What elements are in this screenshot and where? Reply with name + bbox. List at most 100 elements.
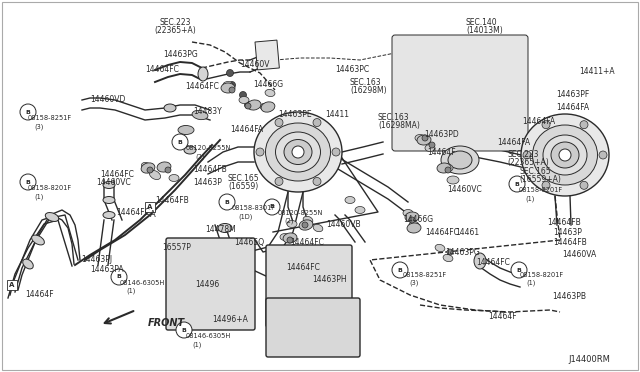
- Text: 14464FC: 14464FC: [286, 263, 320, 272]
- Text: 14463PG: 14463PG: [445, 248, 480, 257]
- Ellipse shape: [169, 174, 179, 182]
- Text: B: B: [177, 140, 182, 144]
- Circle shape: [147, 167, 153, 173]
- Text: 08120-8255N: 08120-8255N: [278, 210, 323, 216]
- Text: 14464FB: 14464FB: [155, 196, 189, 205]
- Text: 14496: 14496: [195, 280, 220, 289]
- Ellipse shape: [141, 163, 155, 173]
- Text: 08158-8251F: 08158-8251F: [403, 272, 447, 278]
- Text: B: B: [269, 205, 275, 209]
- Ellipse shape: [474, 253, 486, 269]
- Text: (3): (3): [409, 280, 419, 286]
- Text: 08146-6305H: 08146-6305H: [186, 333, 231, 339]
- Circle shape: [580, 181, 588, 189]
- Circle shape: [264, 199, 280, 215]
- Ellipse shape: [435, 244, 445, 251]
- Text: SEC.165: SEC.165: [228, 174, 260, 183]
- Text: 14465Q: 14465Q: [234, 238, 264, 247]
- Ellipse shape: [218, 224, 232, 232]
- Ellipse shape: [405, 212, 419, 222]
- Text: 14464FC: 14464FC: [476, 258, 510, 267]
- Ellipse shape: [303, 216, 313, 224]
- Text: 14463PG: 14463PG: [163, 50, 198, 59]
- Text: 14461: 14461: [455, 228, 479, 237]
- Text: 14460VB: 14460VB: [326, 220, 360, 229]
- Text: 14464FB: 14464FB: [553, 238, 587, 247]
- Text: 14463PB: 14463PB: [552, 292, 586, 301]
- Text: B: B: [26, 109, 31, 115]
- Ellipse shape: [551, 142, 579, 168]
- Text: 14464FC: 14464FC: [185, 82, 219, 91]
- Ellipse shape: [103, 182, 115, 189]
- Circle shape: [275, 177, 283, 186]
- Text: B: B: [182, 327, 186, 333]
- Ellipse shape: [287, 221, 297, 228]
- Text: 14460VC: 14460VC: [447, 185, 482, 194]
- Circle shape: [542, 121, 550, 129]
- Text: 14463PA: 14463PA: [90, 265, 124, 274]
- Text: 08158-8251F: 08158-8251F: [28, 115, 72, 121]
- Circle shape: [409, 217, 415, 223]
- Ellipse shape: [275, 132, 321, 172]
- Ellipse shape: [178, 125, 194, 135]
- Text: A: A: [147, 204, 153, 210]
- Text: (16298MA): (16298MA): [378, 121, 420, 130]
- Text: 14460VA: 14460VA: [562, 250, 596, 259]
- Text: B: B: [516, 267, 522, 273]
- Circle shape: [332, 148, 340, 156]
- Text: SEC.163: SEC.163: [378, 113, 410, 122]
- Text: 14460V: 14460V: [240, 60, 269, 69]
- Text: (22365+A): (22365+A): [507, 158, 548, 167]
- Text: 14464FB: 14464FB: [547, 218, 580, 227]
- Text: 14464FC: 14464FC: [100, 170, 134, 179]
- Text: 14463PJ: 14463PJ: [81, 255, 112, 264]
- Text: (16559+A): (16559+A): [519, 175, 561, 184]
- Ellipse shape: [521, 114, 609, 196]
- Circle shape: [111, 269, 127, 285]
- Circle shape: [239, 92, 246, 99]
- Ellipse shape: [447, 176, 459, 184]
- Circle shape: [219, 194, 235, 210]
- Ellipse shape: [441, 164, 453, 172]
- Text: 14464F: 14464F: [25, 290, 54, 299]
- Ellipse shape: [239, 96, 249, 103]
- Ellipse shape: [160, 164, 170, 171]
- Text: (3): (3): [34, 123, 44, 129]
- Ellipse shape: [299, 220, 313, 230]
- Text: B: B: [397, 267, 403, 273]
- Ellipse shape: [31, 235, 44, 245]
- Text: (2): (2): [284, 218, 294, 224]
- Text: (16559): (16559): [228, 182, 259, 191]
- Ellipse shape: [23, 259, 33, 269]
- Ellipse shape: [355, 206, 365, 214]
- Text: 14463P: 14463P: [553, 228, 582, 237]
- Ellipse shape: [417, 135, 431, 145]
- Ellipse shape: [266, 123, 330, 181]
- Text: J14400RM: J14400RM: [568, 355, 610, 364]
- Circle shape: [302, 222, 308, 228]
- Text: 14460VC: 14460VC: [96, 178, 131, 187]
- Circle shape: [275, 119, 283, 126]
- Ellipse shape: [247, 100, 261, 110]
- Text: (1): (1): [526, 280, 536, 286]
- Ellipse shape: [313, 224, 323, 232]
- Circle shape: [244, 102, 252, 109]
- Circle shape: [313, 119, 321, 126]
- Ellipse shape: [45, 212, 59, 221]
- Circle shape: [256, 148, 264, 156]
- Ellipse shape: [103, 212, 115, 218]
- Circle shape: [245, 103, 251, 109]
- Ellipse shape: [149, 170, 161, 180]
- Text: (1): (1): [34, 193, 44, 199]
- Circle shape: [20, 104, 36, 120]
- Text: 08158-8201F: 08158-8201F: [28, 185, 72, 191]
- FancyBboxPatch shape: [266, 245, 352, 327]
- Circle shape: [509, 176, 525, 192]
- Text: 08120-8255N: 08120-8255N: [186, 145, 232, 151]
- Text: 14464FA: 14464FA: [556, 103, 589, 112]
- Text: 14464F: 14464F: [488, 312, 516, 321]
- Ellipse shape: [409, 221, 419, 228]
- Text: B: B: [515, 182, 520, 186]
- Circle shape: [542, 181, 550, 189]
- Text: SEC.165: SEC.165: [519, 167, 550, 176]
